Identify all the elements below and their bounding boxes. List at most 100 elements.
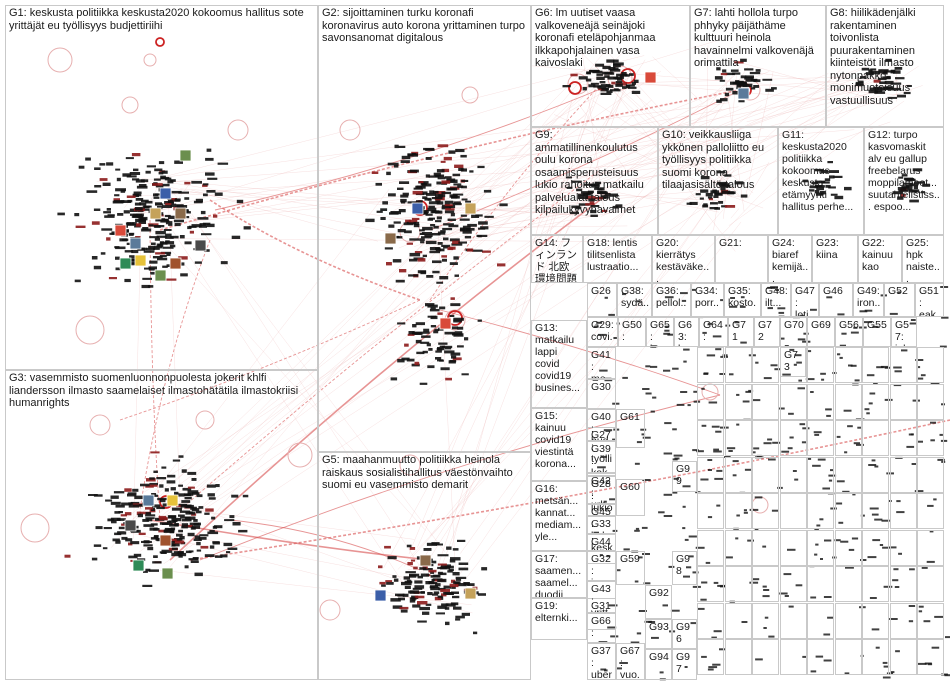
node [711,425,720,428]
group-label: G97 [676,651,691,675]
node [78,165,85,169]
node [450,303,461,307]
group-label: G41: me... [591,349,612,379]
node [115,505,125,508]
node [740,194,748,198]
node [708,666,718,669]
node [450,591,459,594]
node [200,210,206,215]
node [788,412,794,415]
node [224,519,235,522]
node [802,179,809,183]
group-box-minor [834,602,862,639]
node [165,221,173,225]
node [455,578,462,581]
group-label: G43: yritt... [591,583,611,613]
node [143,208,152,211]
node [794,354,802,357]
node [444,210,455,214]
node [872,539,881,542]
node [183,493,192,497]
node [477,593,486,596]
node [435,357,442,360]
node [243,226,251,230]
node [868,464,877,466]
node [874,518,883,521]
node [881,519,890,522]
node [432,260,442,264]
group-box-g17: G17: saamen... saamel... duodji [531,551,587,598]
group-label: G70 [784,319,804,331]
node [164,488,169,492]
node [684,538,689,541]
node [742,83,753,88]
node [166,264,172,267]
node [753,399,761,402]
group-label: G73 [784,349,799,373]
node [874,465,879,468]
node [131,249,139,254]
group-box-minor [724,639,752,675]
node [754,496,763,499]
node [152,504,161,508]
node [589,69,600,73]
node [917,662,927,665]
node [132,178,140,181]
node [823,633,831,636]
background-edge [594,64,736,252]
node [148,266,157,270]
node [469,170,474,173]
node [850,331,859,334]
node [149,236,159,239]
node [595,63,605,67]
node [420,241,425,244]
node [156,235,167,238]
group-box-minor [834,493,862,529]
node [202,222,211,225]
group-box-minor [752,383,779,420]
highlight-ring [143,53,157,67]
node [388,193,396,197]
node [451,355,457,359]
node [755,658,763,661]
profile-thumbnail-icon [142,494,155,507]
node [457,583,467,587]
node [789,436,794,439]
node [715,430,722,433]
node [94,185,102,188]
node [594,186,599,190]
background-edge [179,107,841,505]
node [437,605,447,609]
node [136,511,142,515]
node [430,315,438,320]
background-edge [615,66,681,154]
node [187,532,195,537]
background-edge [166,55,645,177]
node [821,378,825,381]
group-box-minor [779,420,807,456]
group-box-minor [697,566,724,602]
node [860,559,867,561]
node [793,363,797,366]
node [430,325,437,328]
node [189,230,194,234]
group-box-minor [779,347,807,383]
node [897,94,906,98]
background-edge [588,152,624,186]
node [622,86,627,89]
group-box-g93: G93 [645,619,672,649]
node [775,289,779,292]
node [117,531,127,535]
group-box-g18: G18: lentis tilitsenlista lustraatio... [583,235,652,283]
node [751,451,756,454]
node [713,630,722,633]
node [170,487,176,491]
node [794,478,799,481]
node [840,540,849,543]
background-edge [413,78,882,247]
node [113,491,125,494]
node [695,193,701,196]
background-edge [130,195,570,521]
node [837,353,841,356]
node [745,75,754,79]
